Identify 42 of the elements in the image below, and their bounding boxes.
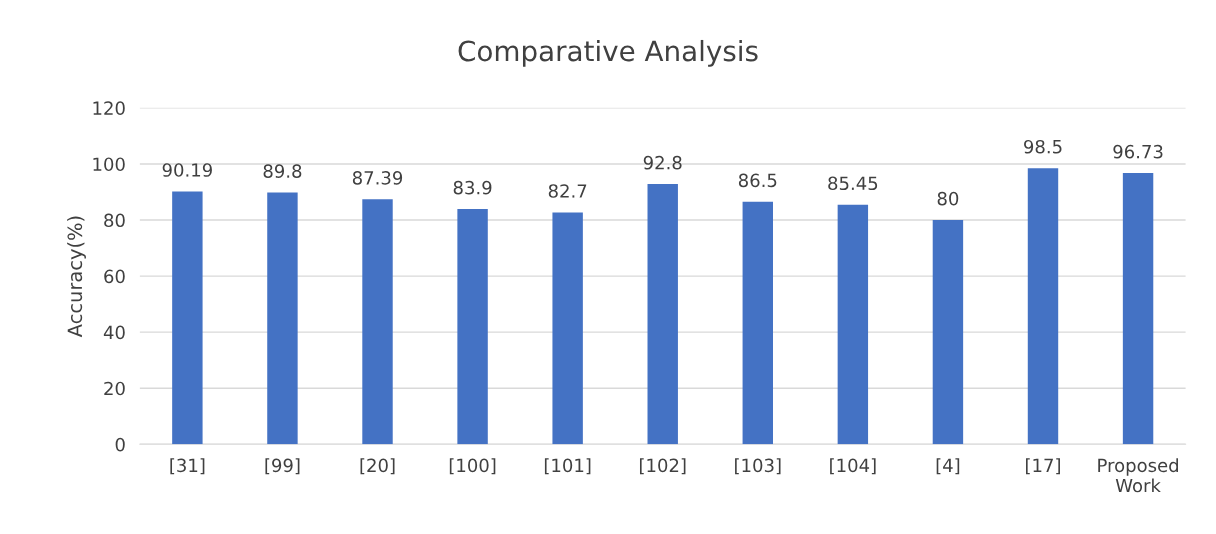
x-tick-label: [100] [449,458,496,475]
bar [457,209,488,445]
chart-title: Comparative Analysis [458,39,758,67]
data-label: 86.5 [738,173,777,188]
y-tick-label: 120 [93,101,125,115]
bar [1122,173,1154,445]
x-tick-label: [103] [735,458,781,475]
x-tick-label: [17] [1026,458,1060,475]
x-tick-label: [4] [936,458,960,475]
bar [267,192,298,445]
y-tick-label: 60 [104,269,125,284]
x-tick-label: Proposed Work [1098,458,1178,493]
x-tick-label: [20] [360,458,395,475]
data-label: 83.9 [453,180,492,195]
x-tick-label: [104] [830,458,876,475]
y-tick-label: 80 [104,213,125,228]
data-label: 96.73 [1113,144,1163,159]
x-tick-label: [31] [170,458,205,475]
bar [552,212,583,445]
data-label: 80 [937,191,959,206]
data-label: 98.5 [1024,139,1062,154]
x-tick-label: [102] [640,458,686,475]
y-tick-label: 20 [104,381,125,396]
data-label: 82.7 [548,184,587,198]
data-label: 89.8 [263,164,302,178]
data-label: 87.39 [352,171,403,185]
y-tick-label: 40 [103,325,125,340]
bar [742,201,773,445]
y-tick-label: 100 [93,157,125,172]
bar [932,220,964,445]
bar [172,191,203,445]
bar [1027,168,1059,445]
data-label: 90.19 [162,163,212,177]
data-label: 92.8 [643,155,682,170]
bar [837,204,869,445]
x-tick-label: [99] [265,458,300,475]
bar [362,199,393,445]
y-axis-title: Accuracy(%) [67,216,86,338]
data-label: 85.45 [828,176,878,191]
x-tick-label: [101] [544,458,591,475]
bar [647,184,678,445]
y-tick-label: 0 [115,437,125,452]
